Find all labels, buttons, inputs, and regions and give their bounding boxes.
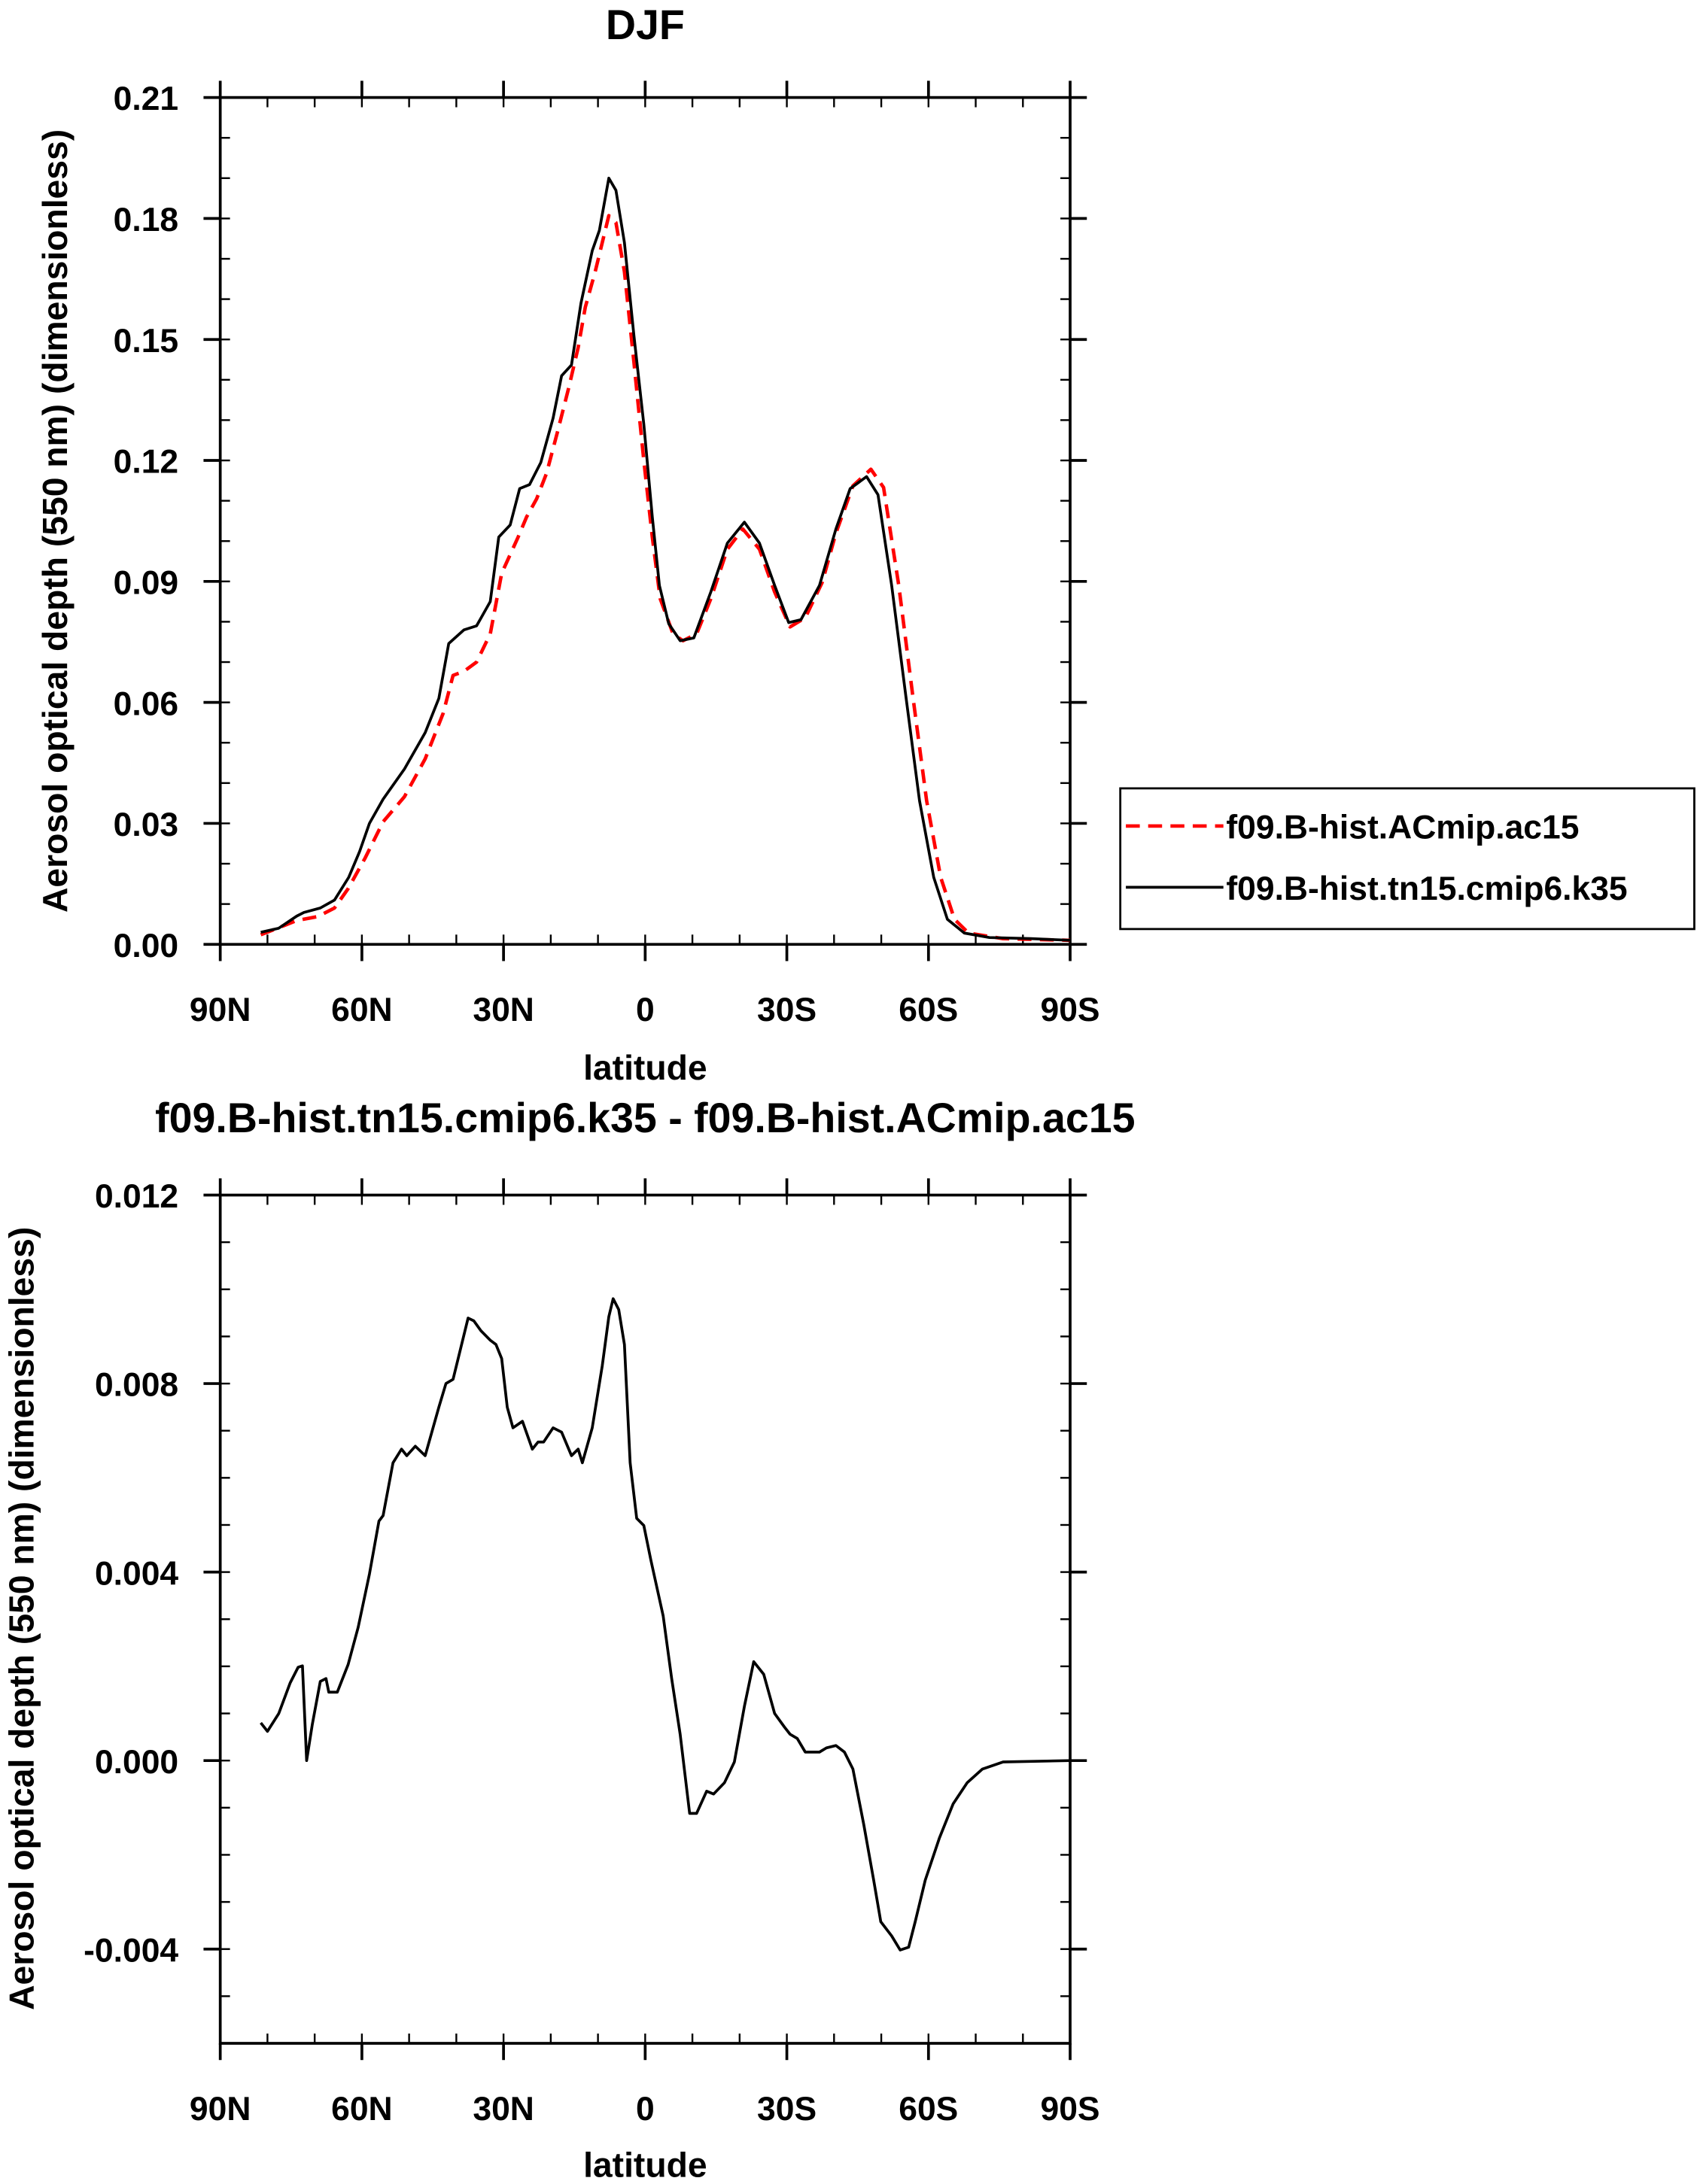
x-tick-label: 90N: [190, 992, 251, 1028]
top-plot-djf: DJF Aerosol optical depth (550 nm) (dime…: [35, 2, 1100, 1087]
plot-frame: [218, 1193, 1072, 2045]
y-tick-label: 0.008: [95, 1367, 178, 1404]
y-tick-label: 0.06: [114, 685, 178, 722]
x-axis-label: latitude: [583, 2146, 707, 2184]
x-tick-label: 90N: [190, 2091, 251, 2128]
series-line-f09-b-hist-tn15-cmip6-k35: [260, 176, 1071, 942]
plot-frame: [218, 96, 1072, 946]
y-tick-label: 0.12: [114, 444, 178, 481]
legend: f09.B-hist.ACmip.ac15 f09.B-hist.tn15.cm…: [1119, 787, 1695, 931]
chart-title: DJF: [606, 2, 685, 48]
x-tick-label: 30S: [757, 2091, 817, 2128]
y-tick-label: 0.004: [95, 1555, 178, 1592]
series-line-difference: [260, 1297, 1071, 1952]
y-tick-label: 0.09: [114, 564, 178, 601]
y-tick-label: 0.00: [114, 928, 178, 964]
x-tick-label: 60S: [899, 992, 958, 1028]
y-tick-label: 0.012: [95, 1178, 178, 1215]
x-tick-label: 90S: [1040, 992, 1099, 1028]
series-line-f09-b-hist-acmip-ac15: [260, 214, 1071, 943]
y-axis-label: Aerosol optical depth (550 nm) (dimensio…: [35, 129, 75, 913]
y-axis-label: Aerosol optical depth (550 nm) (dimensio…: [2, 1227, 41, 2010]
x-tick-label: 60S: [899, 2091, 958, 2128]
chart-title: f09.B-hist.tn15.cmip6.k35 - f09.B-hist.A…: [155, 1095, 1135, 1141]
y-tick-label: -0.004: [84, 1932, 178, 1969]
x-axis-label: latitude: [583, 1048, 707, 1087]
y-tick-label: 0.21: [114, 80, 178, 117]
legend-box: [1119, 787, 1695, 931]
y-tick-label: 0.18: [114, 202, 178, 238]
x-tick-label: 90S: [1040, 2091, 1099, 2128]
x-tick-label: 30N: [473, 992, 534, 1028]
x-tick-label: 60N: [331, 2091, 393, 2128]
y-tick-label: 0.15: [114, 323, 178, 360]
legend-label-ac15: f09.B-hist.ACmip.ac15: [1226, 810, 1579, 846]
bottom-plot-difference: f09.B-hist.tn15.cmip6.k35 - f09.B-hist.A…: [2, 1095, 1136, 2184]
x-tick-label: 30N: [473, 2091, 534, 2128]
x-tick-label: 30S: [757, 992, 817, 1028]
x-tick-label: 60N: [331, 992, 393, 1028]
x-tick-label: 0: [636, 992, 655, 1028]
legend-label-k35: f09.B-hist.tn15.cmip6.k35: [1226, 870, 1627, 907]
x-tick-label: 0: [636, 2091, 655, 2128]
y-tick-label: 0.000: [95, 1744, 178, 1781]
y-tick-label: 0.03: [114, 806, 178, 843]
